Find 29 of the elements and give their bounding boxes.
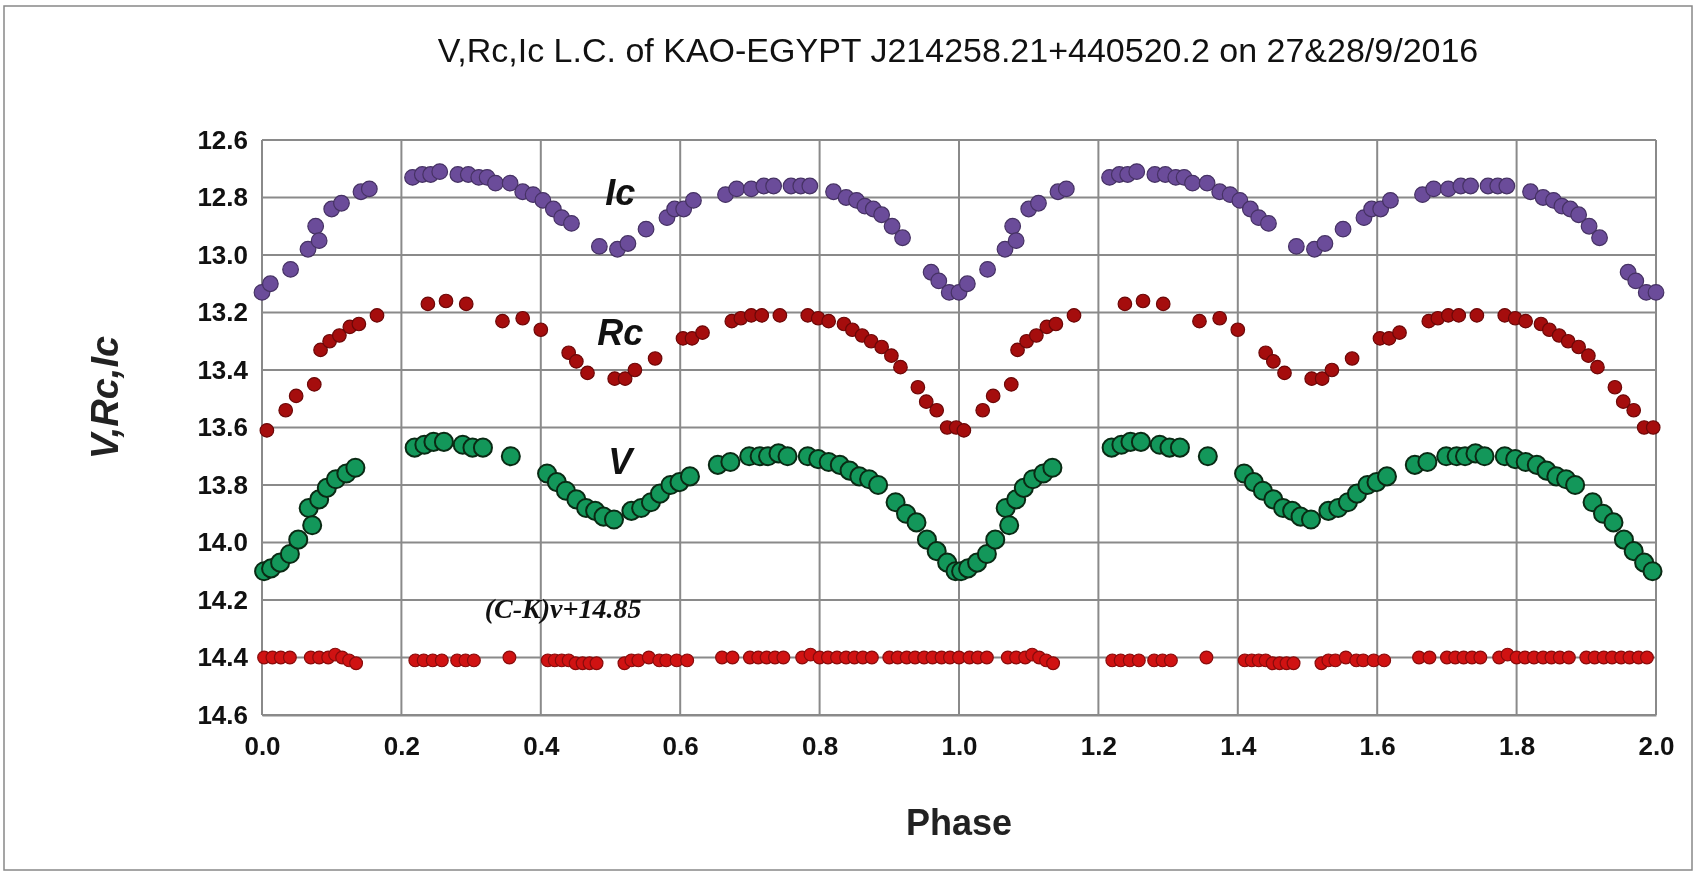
x-tick-label: 1.4 bbox=[1220, 731, 1257, 762]
x-tick-label: 0.6 bbox=[662, 731, 699, 762]
x-tick-label: 2.0 bbox=[1638, 731, 1675, 762]
x-tick-label: 1.8 bbox=[1499, 731, 1536, 762]
x-tick-label: 0.4 bbox=[523, 731, 560, 762]
y-tick-label: 14.6 bbox=[197, 699, 248, 730]
series-label: (C-K)v+14.85 bbox=[484, 592, 642, 624]
y-tick-label: 12.8 bbox=[197, 182, 248, 213]
x-axis-title: Phase bbox=[905, 802, 1013, 843]
y-tick-label: 13.8 bbox=[197, 469, 248, 500]
y-tick-label: 14.0 bbox=[197, 527, 248, 558]
series-label: Rc bbox=[597, 312, 644, 354]
x-tick-label: 1.0 bbox=[941, 731, 978, 762]
y-tick-label: 13.4 bbox=[197, 354, 249, 385]
x-tick-label: 1.6 bbox=[1359, 731, 1396, 762]
y-tick-label: 13.6 bbox=[197, 412, 248, 443]
y-axis-title: V,Rc,Ic bbox=[84, 335, 126, 460]
x-tick-label: 0.2 bbox=[383, 731, 420, 762]
y-tick-label: 12.6 bbox=[197, 124, 248, 155]
series-label: V bbox=[608, 441, 636, 483]
y-tick-label: 14.4 bbox=[197, 642, 249, 673]
y-tick-label: 14.2 bbox=[197, 584, 248, 615]
series-label: Ic bbox=[605, 171, 636, 213]
x-tick-label: 0.0 bbox=[244, 731, 281, 762]
x-tick-label: 1.2 bbox=[1080, 731, 1117, 762]
x-tick-label: 0.8 bbox=[802, 731, 839, 762]
y-tick-label: 13.0 bbox=[197, 239, 248, 270]
chart-title: V,Rc,Ic L.C. of KAO-EGYPT J214258.21+440520.2 on 27&28/9/2016 bbox=[437, 31, 1479, 69]
y-tick-label: 13.2 bbox=[197, 297, 248, 328]
